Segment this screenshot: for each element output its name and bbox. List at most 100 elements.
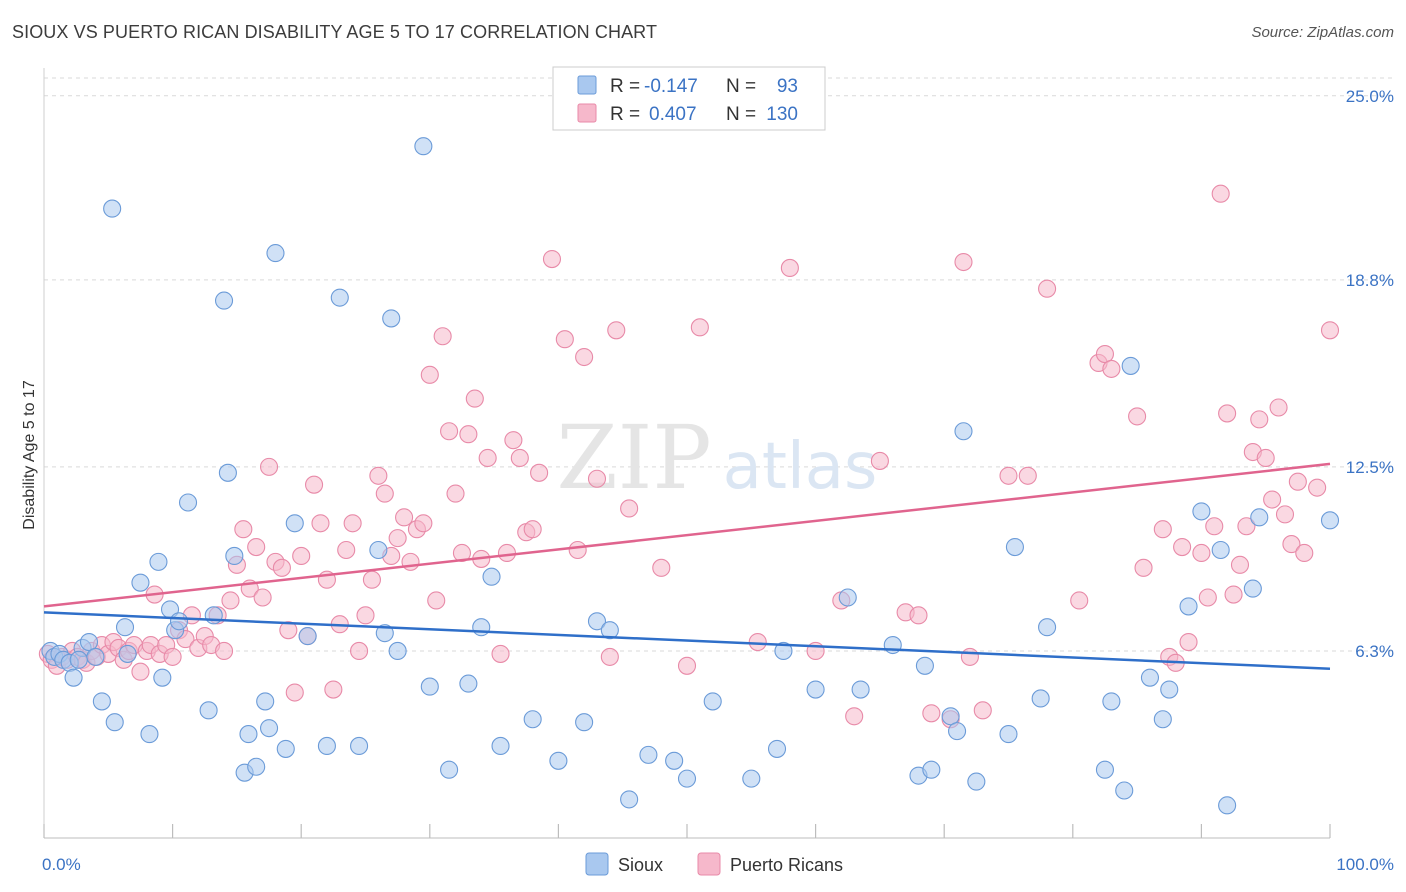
puerto-ricans-point-103 xyxy=(960,647,979,666)
sioux-point-81 xyxy=(1121,356,1140,375)
legend-n-value-sioux: 93 xyxy=(777,76,798,97)
puerto-ricans-point-43 xyxy=(285,683,304,702)
puerto-ricans-point-81 xyxy=(542,249,562,269)
sioux-point-64 xyxy=(838,588,857,607)
x-tick-label-min: 0.0% xyxy=(42,855,81,874)
puerto-ricans-point-39 xyxy=(259,457,279,476)
legend-r-value-sioux: -0.147 xyxy=(644,76,698,97)
puerto-ricans-point-65 xyxy=(427,591,446,610)
puerto-ricans-point-61 xyxy=(401,552,420,571)
sioux-point-88 xyxy=(1218,796,1237,815)
puerto-ricans-point-46 xyxy=(305,475,324,494)
sioux-point-44 xyxy=(420,677,439,696)
puerto-ricans-point-76 xyxy=(504,431,523,450)
sioux-point-12 xyxy=(115,618,135,637)
puerto-ricans-point-131 xyxy=(1269,398,1288,417)
sioux-point-55 xyxy=(620,790,639,809)
sioux-point-48 xyxy=(482,567,501,586)
sioux-point-65 xyxy=(851,680,870,699)
puerto-ricans-point-134 xyxy=(1288,472,1307,491)
bottom-legend-swatch-sioux xyxy=(585,852,609,876)
puerto-ricans-point-71 xyxy=(465,389,484,408)
puerto-ricans-point-135 xyxy=(1295,543,1314,563)
puerto-ricans-point-133 xyxy=(1282,535,1301,554)
sioux-point-57 xyxy=(665,751,684,770)
puerto-ricans-point-120 xyxy=(1198,588,1217,607)
puerto-ricans-point-49 xyxy=(324,680,343,699)
puerto-ricans-point-55 xyxy=(362,570,381,589)
puerto-ricans-point-137 xyxy=(1320,321,1340,340)
sioux-point-68 xyxy=(915,656,934,675)
puerto-ricans-point-117 xyxy=(1173,537,1192,557)
puerto-ricans-point-122 xyxy=(1211,184,1230,203)
y-tick-labels: 6.3% 12.5% 18.8% 25.0% xyxy=(1346,87,1394,661)
y-axis-label: Disability Age 5 to 17 xyxy=(21,380,38,530)
puerto-ricans-point-121 xyxy=(1205,517,1224,536)
puerto-ricans-point-113 xyxy=(1134,558,1153,577)
sioux-point-58 xyxy=(677,769,697,788)
sioux-point-35 xyxy=(298,627,317,646)
sioux-point-61 xyxy=(767,739,787,758)
bottom-legend-swatch-puerto-ricans xyxy=(697,852,721,876)
sioux-point-47 xyxy=(472,618,491,637)
puerto-ricans-point-53 xyxy=(350,641,369,661)
sioux-point-56 xyxy=(639,745,658,764)
puerto-ricans-point-52 xyxy=(343,514,362,533)
sioux-point-37 xyxy=(330,288,349,307)
puerto-ricans-point-82 xyxy=(555,330,574,349)
puerto-ricans-point-35 xyxy=(234,520,253,539)
puerto-ricans-point-97 xyxy=(870,451,889,470)
puerto-ricans-point-114 xyxy=(1153,520,1172,539)
sioux-point-85 xyxy=(1179,597,1198,616)
sioux-point-77 xyxy=(1038,618,1057,637)
sioux-point-41 xyxy=(382,309,401,328)
puerto-ricans-point-136 xyxy=(1308,478,1327,497)
watermark-zip: ZIP xyxy=(556,406,711,509)
puerto-ricans-point-129 xyxy=(1256,448,1275,468)
puerto-ricans-point-56 xyxy=(369,466,388,485)
sioux-point-49 xyxy=(491,736,510,756)
sioux-point-82 xyxy=(1140,668,1160,687)
puerto-ricans-point-123 xyxy=(1218,404,1237,423)
sioux-point-53 xyxy=(587,612,607,631)
x-tick-label-max: 100.0% xyxy=(1336,855,1394,874)
puerto-ricans-point-73 xyxy=(478,448,497,468)
sioux-point-60 xyxy=(742,769,761,788)
sioux-point-76 xyxy=(1031,689,1050,708)
puerto-ricans-point-67 xyxy=(440,422,459,441)
sioux-point-17 xyxy=(153,668,172,687)
puerto-ricans-point-108 xyxy=(1070,591,1089,610)
sioux-point-36 xyxy=(317,736,336,756)
sioux-point-91 xyxy=(1320,511,1340,530)
legend-box xyxy=(552,66,826,131)
sioux-point-38 xyxy=(350,736,369,756)
puerto-ricans-point-84 xyxy=(575,347,594,367)
puerto-ricans-point-51 xyxy=(337,540,356,560)
puerto-ricans-point-91 xyxy=(690,318,709,337)
sioux-point-11 xyxy=(103,199,122,218)
puerto-ricans-point-102 xyxy=(954,252,973,272)
puerto-ricans-point-18 xyxy=(131,662,150,681)
sioux-point-10 xyxy=(105,713,124,732)
sioux-point-45 xyxy=(440,760,459,779)
puerto-ricans-point-83 xyxy=(568,540,587,560)
legend-n-label-sioux: N = xyxy=(726,76,756,97)
legend-r-label-pr: R = xyxy=(610,104,640,125)
puerto-ricans-point-89 xyxy=(652,558,671,577)
puerto-ricans-point-57 xyxy=(375,484,394,503)
puerto-ricans-point-87 xyxy=(607,321,626,340)
legend-swatch-sioux xyxy=(577,75,597,95)
puerto-ricans-point-75 xyxy=(497,543,517,563)
watermark: ZIP atlas xyxy=(556,406,877,509)
puerto-ricans-trend-line xyxy=(43,462,1331,608)
puerto-ricans-point-66 xyxy=(433,327,452,346)
sioux-point-21 xyxy=(178,493,198,512)
sioux-point-89 xyxy=(1243,579,1262,598)
puerto-ricans-point-32 xyxy=(214,641,234,661)
puerto-ricans-point-105 xyxy=(999,466,1018,485)
puerto-ricans-point-44 xyxy=(292,546,311,565)
sioux-point-40 xyxy=(375,624,394,643)
puerto-ricans-point-90 xyxy=(677,656,697,675)
puerto-ricans-point-70 xyxy=(459,425,478,444)
sioux-point-26 xyxy=(225,546,244,565)
